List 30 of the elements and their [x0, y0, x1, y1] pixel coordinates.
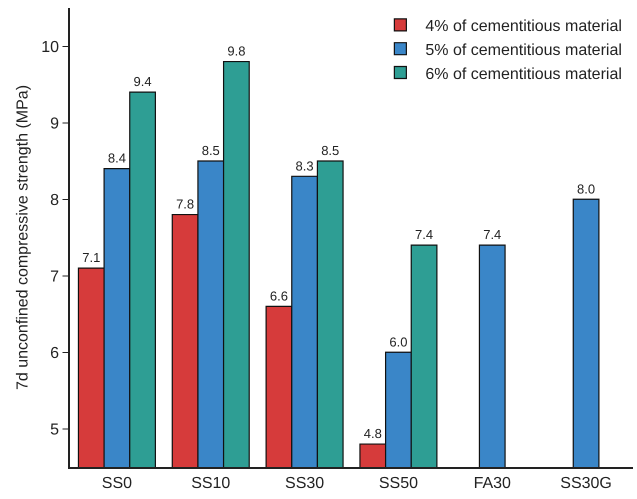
data-label: 7.4	[483, 227, 502, 242]
data-label: 9.8	[227, 44, 246, 59]
data-label: 8.5	[321, 143, 340, 158]
data-label: 8.3	[296, 158, 314, 174]
x-tick-label: SS0	[102, 474, 132, 492]
y-axis-title: 7d unconfined compressive strength (MPa)	[14, 84, 32, 390]
data-label: 6.0	[389, 334, 408, 350]
data-label: 8.0	[577, 181, 596, 196]
data-label: 6.6	[270, 288, 288, 304]
data-label: 4.8	[364, 426, 382, 442]
x-tick-label: SS50	[378, 474, 418, 492]
y-tick-label: 7	[50, 268, 60, 286]
legend-label: 6% of cementitious material	[425, 66, 622, 83]
legend-label: 5% of cementitious material	[425, 42, 622, 59]
y-tick-label: 6	[50, 344, 60, 362]
data-label: 8.5	[202, 143, 220, 158]
x-tick-label: SS30G	[560, 474, 612, 492]
y-tick-label: 5	[50, 421, 60, 438]
data-label: 7.8	[176, 196, 194, 212]
y-tick-label: 9	[50, 115, 60, 132]
y-tick-label: 10	[41, 38, 60, 56]
y-tick-label: 8	[50, 192, 60, 209]
legend-label: 4% of cementitious material	[425, 18, 622, 36]
x-tick-label: SS30	[285, 474, 324, 492]
data-label: 9.4	[134, 74, 152, 90]
data-label: 7.4	[415, 227, 434, 242]
x-tick-label: SS10	[191, 474, 230, 492]
data-label: 7.1	[82, 250, 100, 266]
data-label: 8.4	[108, 150, 126, 166]
x-tick-label: FA30	[474, 474, 512, 492]
